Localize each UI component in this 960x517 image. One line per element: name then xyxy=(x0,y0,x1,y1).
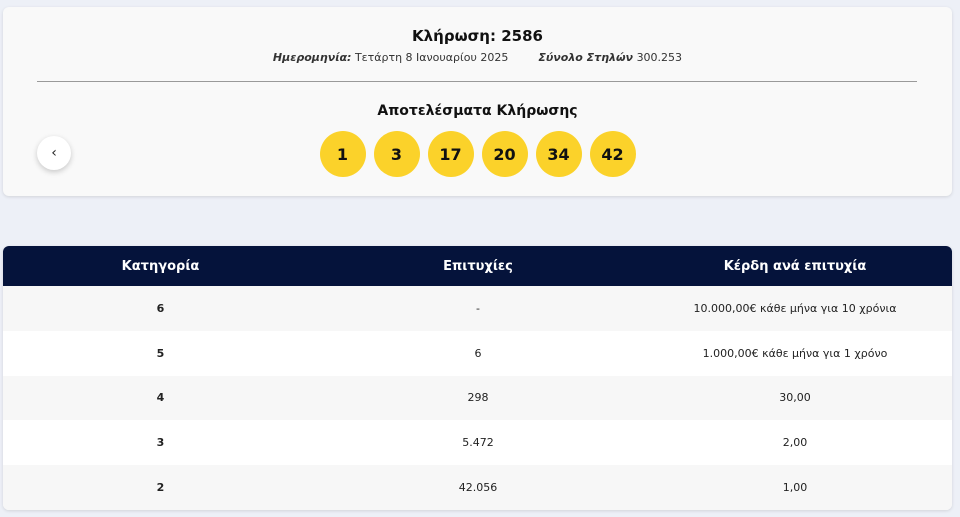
table-header: Κατηγορία Επιτυχίες Κέρδη ανά επιτυχία xyxy=(3,246,952,286)
chevron-left-icon: ‹ xyxy=(51,145,57,161)
draw-date: Ημερομηνία: Τετάρτη 8 Ιανουαρίου 2025 xyxy=(273,51,508,64)
draw-meta: Ημερομηνία: Τετάρτη 8 Ιανουαρίου 2025 Σύ… xyxy=(3,51,952,64)
columns-label: Σύνολο Στηλών xyxy=(538,51,634,64)
cell-category: 6 xyxy=(156,301,165,315)
header-category: Κατηγορία xyxy=(121,258,200,274)
results-title: Αποτελέσματα Κλήρωσης xyxy=(377,103,578,119)
cell-category: 2 xyxy=(156,481,165,495)
prize-table: Κατηγορία Επιτυχίες Κέρδη ανά επιτυχία 6… xyxy=(3,246,952,510)
cell-prize: 1,00 xyxy=(782,481,808,495)
date-value: Τετάρτη 8 Ιανουαρίου 2025 xyxy=(354,51,509,64)
cell-prize: 1.000,00€ κάθε μήνα για 1 χρόνο xyxy=(702,346,888,360)
cell-winners: 42.056 xyxy=(458,481,498,495)
table-row: 2 42.056 1,00 xyxy=(3,465,952,510)
previous-draw-button[interactable]: ‹ xyxy=(37,136,71,170)
table-row: 6 - 10.000,00€ κάθε μήνα για 10 χρόνια xyxy=(3,286,952,331)
table-row: 5 6 1.000,00€ κάθε μήνα για 1 χρόνο xyxy=(3,330,952,376)
cell-prize: 2,00 xyxy=(782,436,808,450)
cell-winners: 298 xyxy=(467,391,489,405)
number-ball: 20 xyxy=(481,131,528,177)
header-prize: Κέρδη ανά επιτυχία xyxy=(723,258,867,274)
cell-prize: 10.000,00€ κάθε μήνα για 10 χρόνια xyxy=(693,301,897,315)
divider xyxy=(37,81,917,82)
winning-numbers: 1 3 17 20 34 42 xyxy=(3,131,952,177)
cell-category: 5 xyxy=(156,346,165,360)
cell-winners: 6 xyxy=(474,346,482,360)
number-ball: 34 xyxy=(535,131,582,177)
number-ball: 3 xyxy=(373,131,420,177)
columns-value: 300.253 xyxy=(636,51,683,64)
cell-prize: 30,00 xyxy=(779,391,811,405)
cell-category: 4 xyxy=(156,391,165,405)
draw-info-card: Κλήρωση: 2586 Ημερομηνία: Τετάρτη 8 Ιανο… xyxy=(3,7,952,196)
cell-category: 3 xyxy=(156,436,165,450)
number-ball: 17 xyxy=(427,131,474,177)
table-row: 4 298 30,00 xyxy=(3,375,952,421)
date-label: Ημερομηνία: xyxy=(272,51,352,64)
number-ball: 42 xyxy=(589,131,636,177)
cell-winners: - xyxy=(476,301,480,315)
header-winners: Επιτυχίες xyxy=(443,258,513,274)
table-body: 6 - 10.000,00€ κάθε μήνα για 10 χρόνια 5… xyxy=(3,286,952,510)
cell-winners: 5.472 xyxy=(462,436,494,450)
number-ball: 1 xyxy=(319,131,366,177)
total-columns: Σύνολο Στηλών 300.253 xyxy=(538,51,682,64)
draw-title: Κλήρωση: 2586 xyxy=(412,27,543,45)
table-row: 3 5.472 2,00 xyxy=(3,420,952,466)
